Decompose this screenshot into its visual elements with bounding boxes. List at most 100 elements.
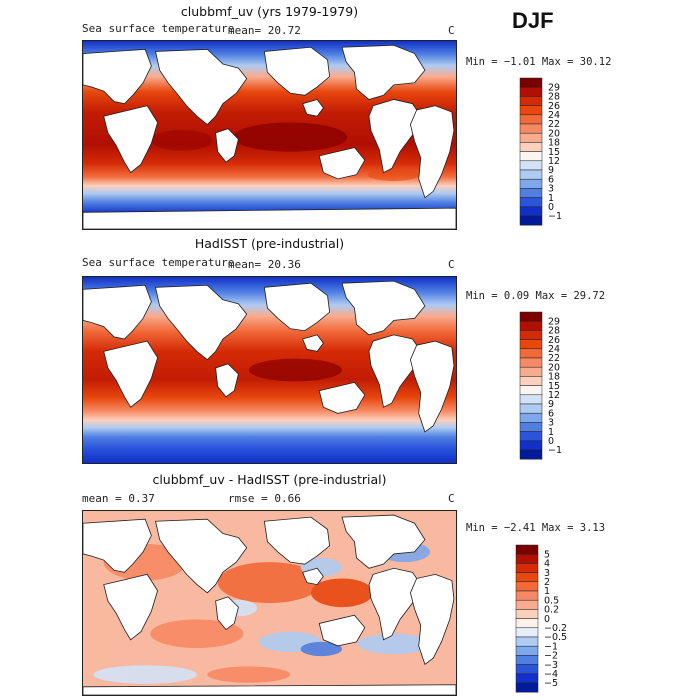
colorbar-tick-label: 29 [548, 82, 560, 93]
colorbar-tick-label: −0.2 [544, 623, 567, 634]
sst-difference-map [83, 511, 456, 695]
colorbar-swatch [515, 563, 539, 573]
continents [83, 44, 456, 229]
colorbar-tick-label: 15 [548, 147, 560, 158]
panel-1-minmax: Min = −1.01 Max = 30.12 [466, 56, 612, 68]
colorbar-tick-label: 20 [548, 128, 560, 139]
colorbar-swatch [515, 627, 539, 638]
colorbar-swatch [519, 330, 543, 340]
colorbar-swatch [519, 123, 543, 134]
colorbar-tick-label: 2 [544, 577, 550, 588]
colorbar-swatch [515, 599, 539, 610]
colorbar-swatch [519, 188, 543, 198]
colorbar-swatch [515, 664, 539, 675]
colorbar-swatch [515, 673, 539, 684]
colorbar-swatch [515, 609, 539, 619]
colorbar-swatch [519, 366, 543, 377]
colorbar-swatch [519, 422, 543, 432]
colorbar-swatch [519, 86, 543, 97]
panel-3-rmse: rmse = 0.66 [228, 492, 301, 505]
panel-2-colorbar: 29 28 26 24 22 20 18 15 12 9 6 3 1 0 −1 [519, 311, 580, 464]
colorbar-swatch [519, 403, 543, 414]
colorbar-tick-label: 6 [548, 408, 554, 419]
colorbar-tick-label: 9 [548, 165, 554, 176]
panel-3-map [82, 510, 457, 696]
panel-3-mean: mean = 0.37 [82, 492, 155, 505]
colorbar-swatch [515, 636, 539, 647]
panel-1-map [82, 40, 457, 230]
colorbar-tick-label: −1 [548, 445, 562, 456]
colorbar-swatch [519, 169, 543, 180]
colorbar-tick-label: 1 [548, 193, 554, 204]
colorbar-swatch [519, 77, 543, 88]
colorbar-tick-label: 0 [544, 614, 550, 625]
colorbar-tick-label: −4 [544, 669, 558, 680]
colorbar-swatch [519, 132, 543, 143]
panel-1-unit: C [448, 24, 455, 37]
colorbar-tick-label: 1 [548, 427, 554, 438]
colorbar-swatch [515, 572, 539, 583]
colorbar-swatch [519, 440, 543, 451]
colorbar-swatch [519, 311, 543, 322]
colorbar-swatch [519, 142, 543, 152]
colorbar-swatch [515, 682, 539, 693]
colorbar-swatch [519, 376, 543, 386]
colorbar-tick-label: 24 [548, 110, 560, 121]
colorbar-tick-label: −1 [548, 211, 562, 222]
colorbar-tick-label: 3 [548, 184, 554, 195]
colorbar-swatch [515, 655, 539, 665]
colorbar-swatch [515, 581, 539, 592]
colorbar-tick-label: 24 [548, 344, 560, 355]
colorbar-swatch [519, 431, 543, 442]
colorbar-swatch [519, 151, 543, 162]
colorbar-tick-label: 0 [548, 436, 554, 447]
colorbar-swatch [519, 394, 543, 405]
colorbar-tick-label: 1 [544, 586, 550, 597]
colorbar-tick-label: 3 [544, 568, 550, 579]
panel-1-colorbar: 29 28 26 24 22 20 18 15 12 9 6 3 1 0 −1 [519, 77, 580, 230]
colorbar-tick-label: 4 [544, 559, 550, 570]
colorbar-swatch [519, 348, 543, 359]
continents [83, 514, 456, 695]
colorbar-tick-label: 28 [548, 326, 560, 337]
colorbar-tick-label: 6 [548, 174, 554, 185]
colorbar-swatch [519, 449, 543, 460]
colorbar-tick-label: −5 [544, 678, 558, 689]
colorbar-tick-label: 22 [548, 353, 560, 364]
season-label: DJF [512, 8, 554, 33]
panel-3-unit: C [448, 492, 455, 505]
colorbar-tick-label: 29 [548, 316, 560, 327]
colorbar-swatch [519, 320, 543, 331]
panel-1-title: clubbmf_uv (yrs 1979-1979) [180, 4, 359, 19]
sst-observed-map [83, 277, 456, 463]
colorbar-swatch [519, 114, 543, 125]
continents [83, 280, 455, 433]
panel-2-minmax: Min = 0.09 Max = 29.72 [466, 290, 606, 302]
colorbar-tick-label: 0 [548, 202, 554, 213]
colorbar-swatch [519, 215, 543, 226]
colorbar-tick-label: 15 [548, 381, 560, 392]
colorbar-swatch [515, 553, 539, 564]
colorbar-swatch [515, 590, 539, 601]
colorbar-tick-label: 26 [548, 101, 560, 112]
panel-3-minmax: Min = −2.41 Max = 3.13 [466, 522, 606, 534]
colorbar-tick-label: 18 [548, 138, 560, 149]
colorbar-tick-label: 3 [548, 418, 554, 429]
colorbar-swatch [515, 618, 539, 629]
panel-1-variable: Sea surface temperature [82, 22, 235, 35]
colorbar-tick-label: 22 [548, 119, 560, 130]
panel-1-mean: mean= 20.72 [228, 24, 301, 37]
sst-model-map [83, 41, 456, 229]
panel-3-title: clubbmf_uv - HadISST (pre-industrial) [152, 472, 387, 487]
panel-2-mean: mean= 20.36 [228, 258, 301, 271]
colorbar-tick-label: 12 [548, 390, 560, 401]
panel-2-variable: Sea surface temperature [82, 256, 235, 269]
colorbar-tick-label: 20 [548, 362, 560, 373]
colorbar-swatch [515, 645, 539, 656]
colorbar-tick-label: 18 [548, 372, 560, 383]
colorbar-swatch [519, 339, 543, 350]
colorbar-tick-label: 12 [548, 156, 560, 167]
panel-3-colorbar: 5 4 3 2 1 0.5 0.2 0 −0.2 −0.5 −1 −2 −3 −4 −5 [515, 544, 580, 697]
colorbar-tick-label: 5 [544, 549, 550, 560]
